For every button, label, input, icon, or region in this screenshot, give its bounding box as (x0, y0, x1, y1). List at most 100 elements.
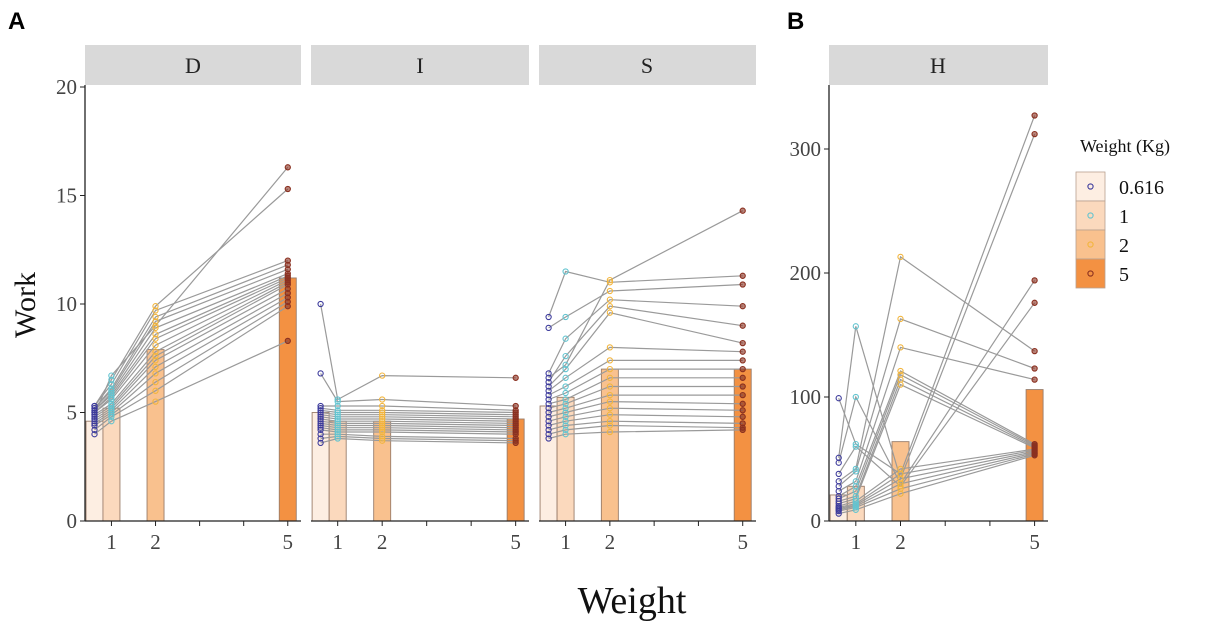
data-point (1031, 130, 1038, 138)
subject-line (838, 255, 1035, 482)
data-point (91, 409, 98, 416)
data-point (91, 431, 98, 438)
plot-area: 1 2 5 (311, 300, 529, 554)
subject-line (93, 188, 289, 407)
x-tick-label: 5 (510, 530, 521, 554)
data-point (152, 335, 159, 342)
data-point (379, 396, 386, 403)
subject-line (320, 424, 516, 431)
legend-swatch (1075, 229, 1106, 260)
subject-line (94, 268, 289, 409)
x-tick-label: 5 (283, 530, 294, 554)
subject-line (320, 427, 516, 433)
data-point (835, 454, 842, 461)
subject-line (320, 429, 516, 435)
data-point (152, 342, 159, 349)
y-tick-label: 200 (790, 261, 822, 285)
subject-line (94, 264, 289, 409)
legend-swatch (1075, 258, 1106, 289)
subject-line (320, 409, 516, 416)
data-point (108, 418, 115, 425)
data-point (1031, 347, 1038, 355)
legend-point (1087, 241, 1094, 248)
data-point (739, 365, 746, 373)
subject-line (548, 407, 743, 422)
data-point (606, 374, 614, 381)
subject-line (94, 296, 289, 424)
data-point (562, 365, 569, 373)
subject-line (838, 346, 1035, 492)
data-point (739, 383, 746, 390)
subject-line (548, 359, 743, 396)
data-point (334, 428, 341, 436)
data-point (317, 409, 324, 416)
data-point (545, 370, 552, 377)
data-point (334, 413, 341, 420)
data-point (606, 411, 614, 418)
legend-label: 5 (1119, 264, 1129, 286)
data-point (606, 405, 614, 412)
data-point (152, 378, 159, 386)
data-point (606, 398, 614, 405)
data-point (379, 422, 386, 429)
data-point (91, 415, 98, 423)
subject-line (548, 346, 743, 392)
data-point (852, 465, 859, 473)
data-point (152, 303, 159, 310)
x-tick-label: 5 (1029, 530, 1040, 554)
data-point (897, 344, 904, 351)
facet-strip (85, 45, 301, 85)
data-point (545, 383, 552, 390)
facet-strip-label: H (930, 53, 946, 78)
plot-area: 1 2 5 0 100 200 300 (790, 85, 1048, 554)
data-point (108, 372, 115, 379)
data-point (317, 415, 324, 423)
data-point (897, 483, 904, 490)
subject-line (548, 385, 743, 409)
data-point (317, 431, 324, 438)
data-point (739, 303, 746, 310)
data-point (379, 426, 386, 434)
data-point (152, 370, 159, 377)
data-point (739, 400, 746, 407)
data-point (545, 426, 552, 434)
data-point (379, 411, 386, 418)
data-point (545, 400, 552, 407)
facet-panel-i: I 1 2 5 (311, 45, 529, 554)
data-point (379, 402, 386, 410)
bar-weight-5 (733, 368, 752, 522)
data-point (91, 426, 98, 434)
data-point (512, 374, 519, 381)
data-point (545, 431, 552, 438)
x-tick-label: 2 (605, 530, 616, 554)
data-point (317, 405, 324, 412)
facet-strip-label: D (185, 53, 201, 78)
data-point (334, 398, 341, 405)
subject-line (94, 340, 289, 435)
data-point (379, 435, 386, 442)
subject-line (94, 301, 289, 427)
x-tick-label: 5 (737, 530, 748, 554)
data-point (1031, 277, 1038, 284)
data-point (545, 422, 552, 429)
data-point (379, 418, 386, 425)
data-point (606, 309, 614, 316)
data-point (852, 468, 859, 475)
data-point (835, 470, 842, 478)
data-point (606, 276, 614, 284)
data-point (379, 407, 386, 414)
data-point (545, 413, 552, 420)
legend-item: 0.616 (1075, 171, 1164, 202)
data-point (739, 348, 746, 355)
data-point (108, 376, 115, 384)
data-point (152, 398, 159, 405)
data-point (108, 387, 115, 394)
subject-line (838, 449, 1035, 508)
data-point (334, 420, 341, 427)
bar-weight-2 (600, 368, 619, 522)
subject-line (94, 292, 289, 422)
data-point (91, 411, 98, 418)
legend-point (1087, 183, 1094, 190)
data-point (108, 411, 115, 418)
